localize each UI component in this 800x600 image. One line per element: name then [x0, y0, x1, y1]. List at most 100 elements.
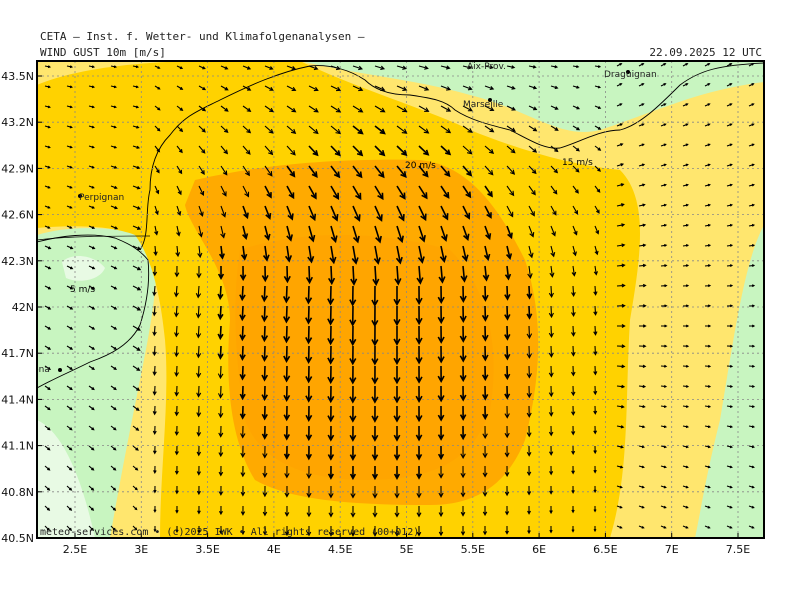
wind-arrow [459, 425, 467, 441]
wind-arrow [638, 405, 646, 409]
wind-arrow [660, 364, 668, 368]
wind-arrow [66, 405, 73, 411]
wind-arrow [704, 244, 712, 247]
wind-arrow [638, 425, 646, 429]
wind-arrow [571, 485, 575, 494]
wind-arrow [726, 344, 734, 348]
wind-arrow [153, 245, 158, 257]
wind-arrow [374, 225, 382, 244]
wind-arrow [374, 65, 386, 71]
wind-arrow [372, 485, 378, 499]
wind-arrow [638, 223, 647, 227]
wind-arrow [132, 265, 142, 271]
wind-arrow [261, 405, 268, 421]
wind-arrow [374, 125, 386, 135]
wind-arrow [198, 65, 206, 70]
wind-arrow [110, 105, 117, 109]
wind-arrow [526, 465, 532, 477]
wind-arrow [44, 485, 51, 491]
wind-arrow [110, 405, 117, 411]
wind-arrow [176, 65, 184, 70]
wind-arrow [152, 385, 157, 396]
lon-tick-label: 5.5E [461, 543, 485, 556]
wind-arrow [440, 165, 451, 178]
wind-arrow [548, 305, 554, 319]
wind-arrow [352, 185, 362, 201]
wind-arrow [132, 445, 139, 451]
wind-arrow [283, 365, 291, 383]
wind-arrow [44, 525, 51, 532]
wind-arrow [110, 485, 117, 491]
wind-arrow [526, 305, 533, 320]
wind-arrow [372, 525, 378, 537]
wind-arrow [617, 324, 626, 328]
wind-arrow [572, 65, 580, 69]
wind-arrow [748, 364, 756, 368]
wind-arrow [283, 265, 291, 284]
wind-arrow [548, 325, 554, 339]
wind-arrow [305, 325, 313, 345]
wind-arrow [262, 505, 268, 517]
wind-arrow [460, 505, 466, 517]
wind-arrow [482, 505, 488, 517]
wind-arrow [526, 365, 532, 379]
wind-arrow [328, 505, 334, 518]
wind-arrow [174, 365, 180, 378]
wind-arrow [152, 305, 157, 317]
variable-label: WIND GUST 10m [m/s] [40, 46, 166, 59]
wind-arrow [88, 465, 95, 471]
wind-arrow [682, 425, 690, 429]
wind-arrow [660, 203, 667, 207]
wind-arrow [726, 465, 733, 469]
wind-arrow [132, 465, 139, 471]
wind-arrow [44, 205, 51, 209]
wind-arrow [572, 105, 581, 110]
wind-arrow [283, 385, 291, 402]
wind-arrow [44, 285, 52, 290]
wind-arrow [371, 465, 379, 481]
wind-arrow [174, 425, 179, 436]
wind-arrow [196, 405, 202, 418]
wind-arrow [504, 465, 510, 477]
wind-arrow [66, 485, 73, 491]
wind-arrow [110, 325, 118, 330]
lon-tick-label: 4E [267, 543, 281, 556]
wind-arrow [196, 425, 202, 437]
wind-arrow [327, 265, 336, 286]
wind-arrow [418, 145, 430, 156]
wind-arrow [110, 285, 118, 290]
wind-arrow [175, 485, 179, 495]
wind-arrow [196, 265, 202, 279]
wind-arrow [548, 285, 554, 299]
wind-arrow [593, 525, 597, 533]
wind-arrow [176, 185, 182, 196]
wind-arrow [66, 105, 73, 109]
wind-arrow [438, 525, 444, 537]
wind-arrow [682, 485, 689, 489]
wind-arrow [748, 465, 755, 469]
wind-arrow [661, 324, 668, 328]
lon-tick-label: 4.5E [328, 543, 352, 556]
wind-arrow [88, 105, 95, 109]
wind-arrow [437, 285, 445, 305]
wind-arrow [352, 125, 364, 135]
wind-arrow [504, 425, 510, 439]
wind-arrow [616, 103, 623, 107]
wind-arrow [393, 445, 401, 461]
wind-arrow [704, 384, 712, 388]
wind-arrow [418, 205, 427, 222]
wind-arrow [571, 385, 576, 397]
wind-arrow [308, 225, 316, 243]
wind-arrow [283, 425, 291, 441]
lon-tick-label: 2.5E [63, 543, 87, 556]
wind-arrow [481, 285, 489, 302]
lat-tick-label: 40.5N [1, 532, 34, 545]
wind-arrow [349, 285, 357, 307]
wind-arrow [132, 225, 142, 230]
wind-arrow [748, 304, 756, 308]
wind-arrow [88, 505, 95, 511]
wind-arrow [218, 465, 224, 477]
graticule [37, 61, 764, 538]
wind-arrow [44, 445, 51, 451]
map-title: CETA — Inst. f. Wetter- und Klimafolgena… [40, 30, 365, 43]
